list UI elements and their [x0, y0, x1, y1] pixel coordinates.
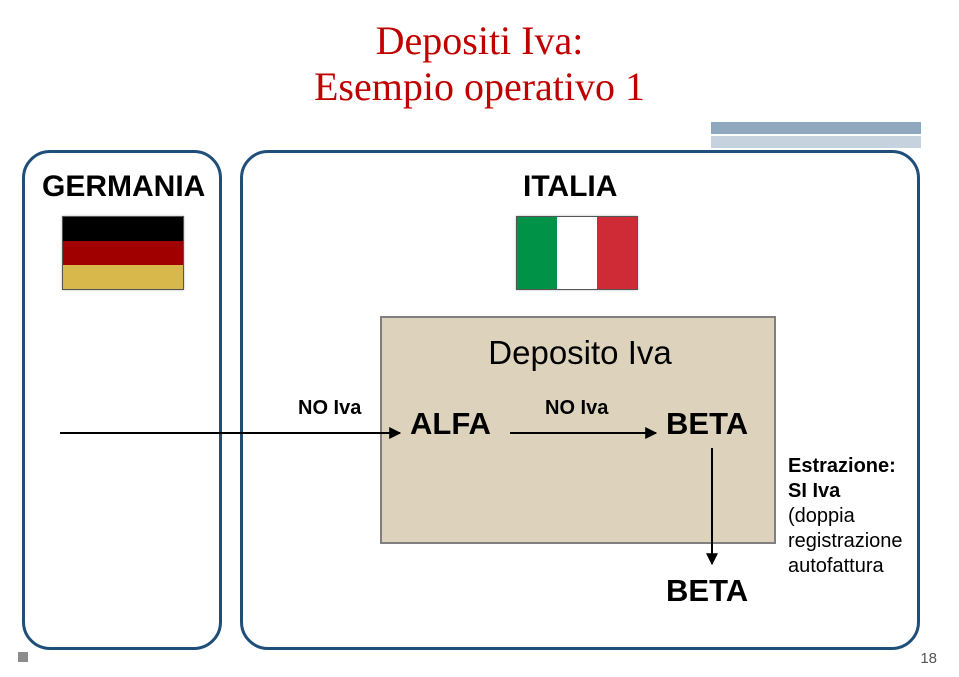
title-line1: Depositi Iva: [0, 18, 959, 64]
italy-flag-stripe-right [597, 217, 637, 289]
accent-bar-top [711, 122, 921, 134]
no-iva-mid: NO Iva [545, 397, 608, 420]
arrow-alfa-to-beta [510, 421, 666, 445]
estraz-line1: Estrazione: [788, 454, 928, 479]
italy-flag-stripe-mid [557, 217, 597, 289]
label-germany: GERMANIA [42, 170, 205, 204]
italy-flag [516, 216, 638, 290]
germany-flag-stripe-mid [63, 241, 183, 265]
title-line2: Esempio operativo 1 [0, 64, 959, 110]
deposit-alfa: ALFA [410, 406, 491, 442]
arrow-beta-down [700, 448, 724, 574]
accent-bars [711, 122, 921, 148]
estraz-line3: (doppia [788, 504, 928, 529]
germany-flag-stripe-top [63, 217, 183, 241]
label-italy: ITALIA [523, 170, 617, 204]
italy-flag-stripe-left [517, 217, 557, 289]
arrow-germany-to-alfa [60, 421, 410, 445]
estraz-line2: SI Iva [788, 479, 928, 504]
germany-flag-stripe-bot [63, 265, 183, 289]
estraz-line4: registrazione [788, 529, 928, 554]
accent-bar-bottom [711, 136, 921, 148]
germany-flag [62, 216, 184, 290]
estraz-line5: autofattura [788, 554, 928, 579]
deposit-beta: BETA [666, 406, 748, 442]
estrazione-note: Estrazione: SI Iva (doppia registrazione… [788, 454, 928, 579]
title-area: Depositi Iva: Esempio operativo 1 [0, 0, 959, 110]
footer-square-icon [18, 652, 28, 662]
slide: Depositi Iva: Esempio operativo 1 GERMAN… [0, 0, 959, 677]
no-iva-left: NO Iva [298, 397, 361, 420]
beta-below: BETA [666, 573, 748, 609]
page-number: 18 [920, 650, 937, 667]
deposit-title: Deposito Iva [440, 334, 720, 372]
